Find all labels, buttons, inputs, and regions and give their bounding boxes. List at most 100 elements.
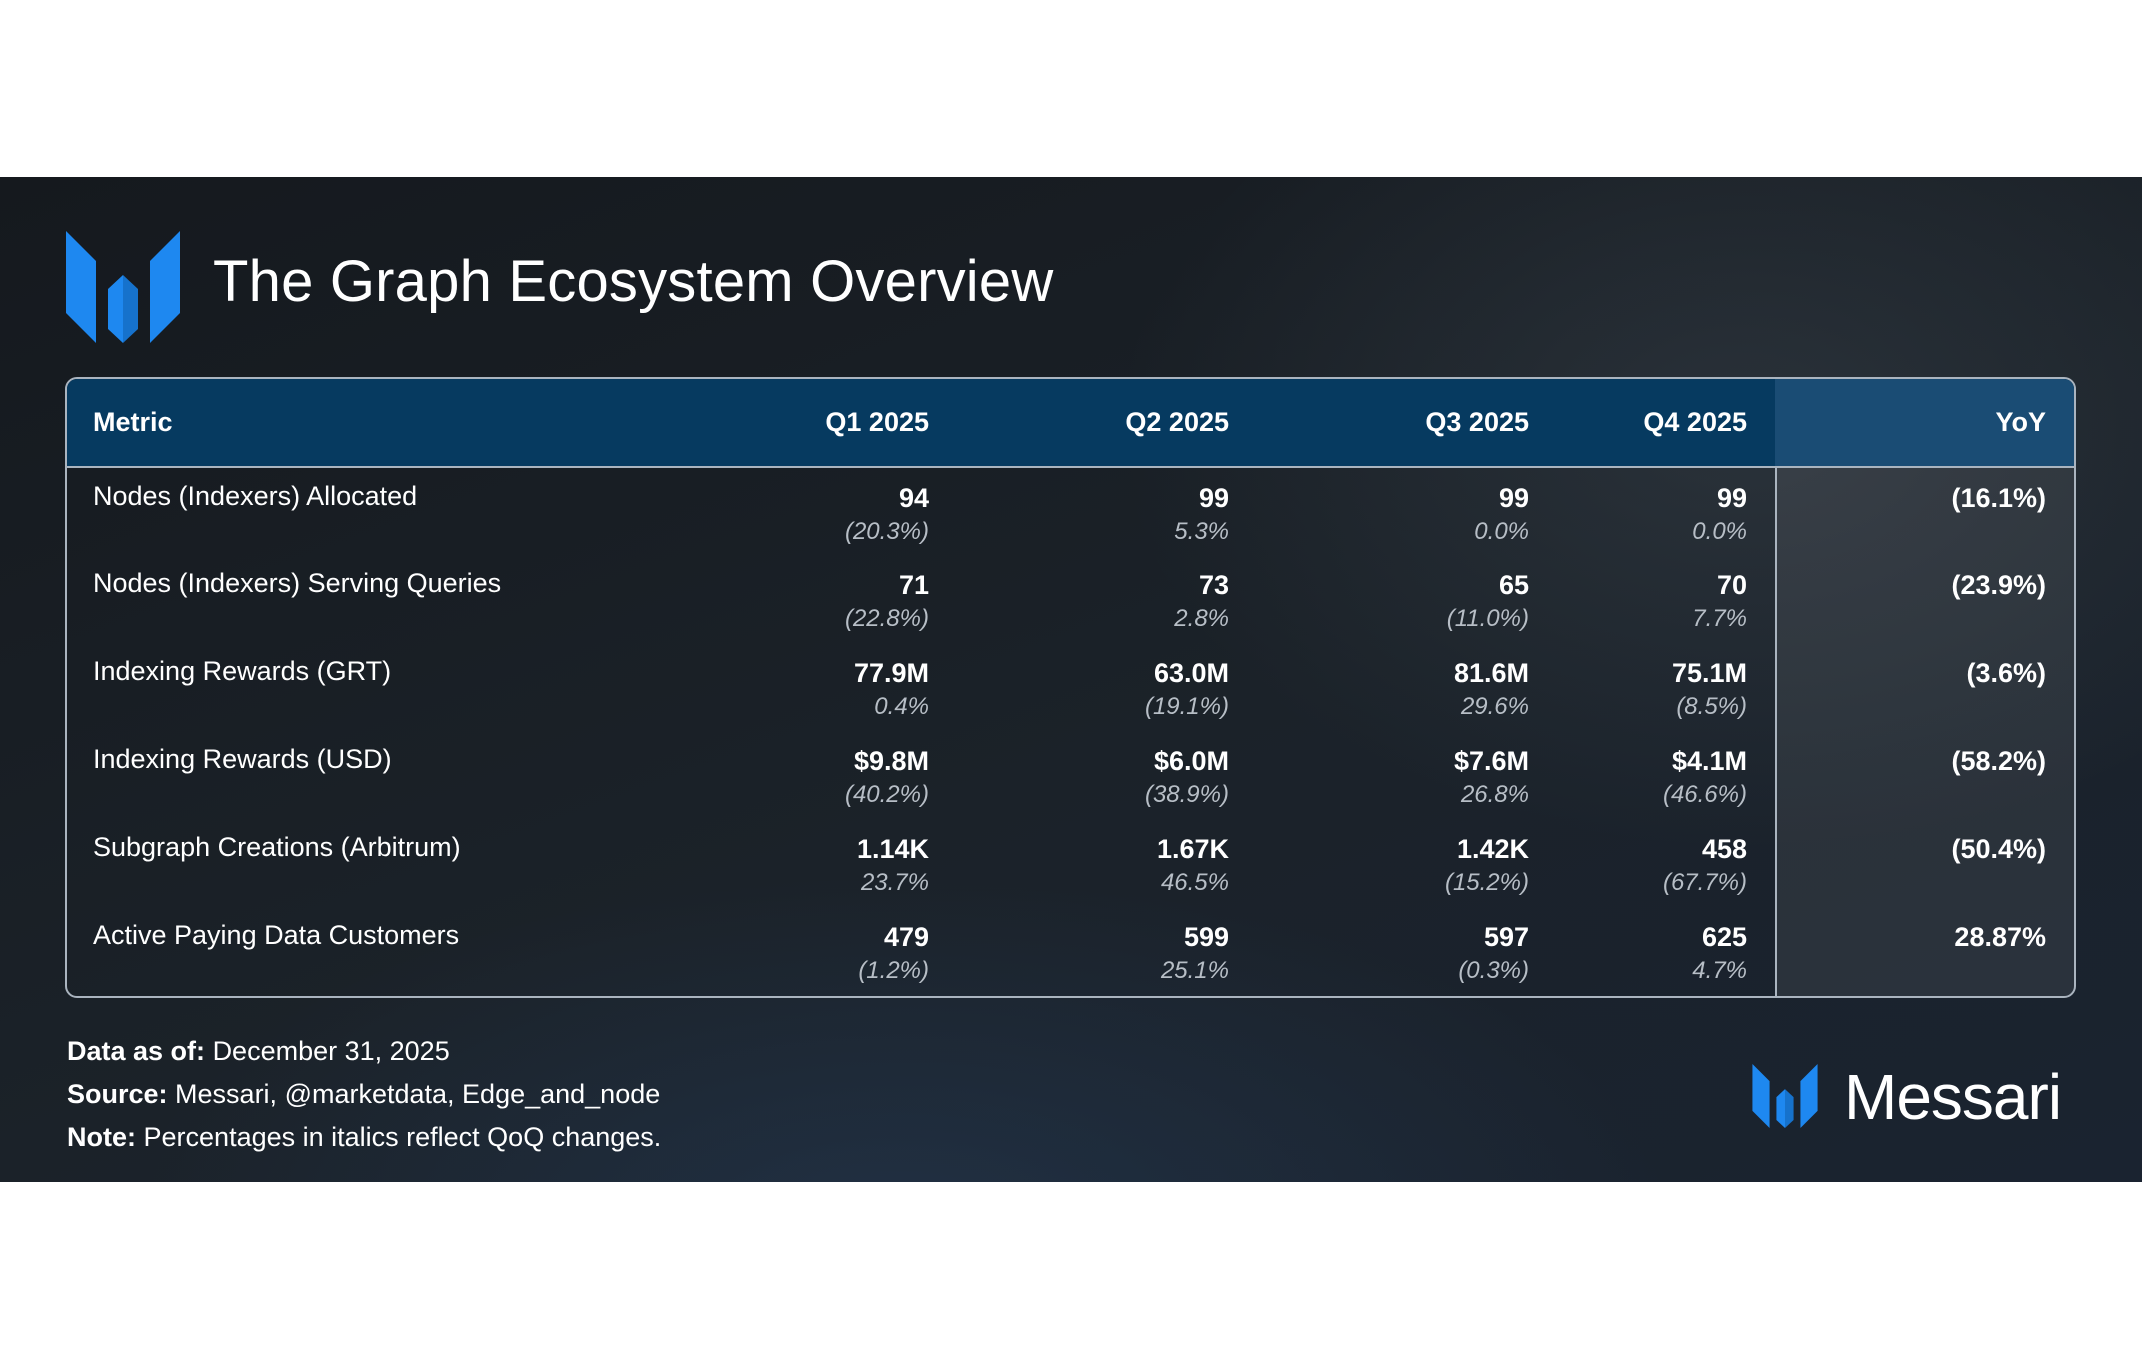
cell-qoq-change: (38.9%)	[1144, 781, 1229, 808]
q3-cell: 597 (0.3%)	[1257, 907, 1557, 995]
cell-qoq-change: 26.8%	[1460, 781, 1529, 808]
metric-label: Nodes (Indexers) Allocated	[93, 481, 418, 511]
column-header-yoy: YoY	[1775, 379, 2074, 468]
q2-cell: 63.0M (19.1%)	[957, 643, 1257, 731]
cell-value: 479	[883, 922, 929, 952]
q4-cell: 70 7.7%	[1557, 555, 1775, 643]
yoy-cell: (58.2%)	[1775, 731, 2074, 819]
metrics-table: Metric Q1 2025 Q2 2025 Q3 2025 Q4 2025 Y…	[67, 379, 2074, 995]
messari-logo-icon	[1752, 1064, 1818, 1128]
cell-value: $6.0M	[1153, 746, 1229, 776]
q1-cell: 479 (1.2%)	[687, 907, 957, 995]
cell-value: 1.67K	[1156, 834, 1229, 864]
cell-qoq-change: (40.2%)	[844, 781, 929, 808]
source-value: Messari, @marketdata, Edge_and_node	[175, 1079, 661, 1109]
yoy-value: (16.1%)	[1951, 483, 2046, 513]
data-as-of-line: Data as of: December 31, 2025	[67, 1030, 661, 1073]
q4-cell: 625 4.7%	[1557, 907, 1775, 995]
q2-cell: 599 25.1%	[957, 907, 1257, 995]
q4-cell: 458 (67.7%)	[1557, 819, 1775, 907]
messari-brand-logo: Messari	[1752, 1061, 2082, 1133]
cell-qoq-change: 46.5%	[1160, 869, 1229, 896]
cell-qoq-change: 2.8%	[1174, 605, 1229, 632]
note-line: Note: Percentages in italics reflect QoQ…	[67, 1116, 661, 1159]
q2-cell: 73 2.8%	[957, 555, 1257, 643]
metric-label: Active Paying Data Customers	[93, 920, 460, 950]
metric-label: Nodes (Indexers) Serving Queries	[93, 568, 502, 598]
footnotes: Data as of: December 31, 2025 Source: Me…	[67, 1030, 661, 1159]
cell-qoq-change: 7.7%	[1692, 605, 1747, 632]
cell-value: 73	[1198, 570, 1229, 600]
q1-cell: 1.14K 23.7%	[687, 819, 957, 907]
yoy-cell: (3.6%)	[1775, 643, 2074, 731]
cell-value: 599	[1183, 922, 1229, 952]
cell-qoq-change: 0.4%	[874, 693, 929, 720]
column-header-q1: Q1 2025	[687, 379, 957, 468]
q3-cell: $7.6M 26.8%	[1257, 731, 1557, 819]
table-row: Subgraph Creations (Arbitrum) 1.14K 23.7%…	[67, 819, 2074, 907]
cell-value: 1.14K	[856, 834, 929, 864]
q3-cell: 99 0.0%	[1257, 467, 1557, 555]
data-as-of-label: Data as of:	[67, 1036, 206, 1066]
table-row: Active Paying Data Customers 479 (1.2%) 5…	[67, 907, 2074, 995]
cell-qoq-change: 4.7%	[1692, 957, 1747, 984]
cell-value: 94	[898, 483, 929, 513]
cell-value: 65	[1498, 570, 1529, 600]
q1-cell: $9.8M (40.2%)	[687, 731, 957, 819]
cell-qoq-change: 29.6%	[1460, 693, 1529, 720]
source-label: Source:	[67, 1079, 168, 1109]
cell-value: 71	[898, 570, 929, 600]
cell-qoq-change: (15.2%)	[1444, 869, 1529, 896]
cell-value: $9.8M	[853, 746, 929, 776]
cell-qoq-change: 25.1%	[1160, 957, 1229, 984]
table-row: Indexing Rewards (GRT) 77.9M 0.4% 63.0M (1…	[67, 643, 2074, 731]
q1-cell: 71 (22.8%)	[687, 555, 957, 643]
cell-qoq-change: (19.1%)	[1144, 693, 1229, 720]
cell-value: 99	[1498, 483, 1529, 513]
cell-qoq-change: (0.3%)	[1458, 957, 1529, 984]
metric-label: Indexing Rewards (GRT)	[93, 656, 392, 686]
q2-cell: 99 5.3%	[957, 467, 1257, 555]
cell-value: $4.1M	[1671, 746, 1747, 776]
yoy-cell: (16.1%)	[1775, 467, 2074, 555]
yoy-column-divider	[1775, 379, 1777, 996]
brand-name: Messari	[1844, 1061, 2062, 1133]
yoy-value: (50.4%)	[1951, 834, 2046, 864]
cell-qoq-change: (67.7%)	[1662, 869, 1747, 896]
q3-cell: 65 (11.0%)	[1257, 555, 1557, 643]
table-row: Indexing Rewards (USD) $9.8M (40.2%) $6.0…	[67, 731, 2074, 819]
q2-cell: 1.67K 46.5%	[957, 819, 1257, 907]
cell-qoq-change: (22.8%)	[844, 605, 929, 632]
messari-logo-icon	[66, 231, 180, 343]
page-title: The Graph Ecosystem Overview	[213, 249, 1054, 314]
cell-qoq-change: 23.7%	[860, 869, 929, 896]
q4-cell: 75.1M (8.5%)	[1557, 643, 1775, 731]
metrics-table-container: Metric Q1 2025 Q2 2025 Q3 2025 Q4 2025 Y…	[65, 377, 2076, 998]
cell-value: 625	[1701, 922, 1747, 952]
cell-value: 81.6M	[1453, 658, 1529, 688]
column-header-q3: Q3 2025	[1257, 379, 1557, 468]
yoy-cell: (50.4%)	[1775, 819, 2074, 907]
cell-qoq-change: (20.3%)	[844, 518, 929, 545]
q2-cell: $6.0M (38.9%)	[957, 731, 1257, 819]
cell-qoq-change: 0.0%	[1474, 518, 1529, 545]
data-as-of-value: December 31, 2025	[212, 1036, 450, 1066]
table-header-row: Metric Q1 2025 Q2 2025 Q3 2025 Q4 2025 Y…	[67, 379, 2074, 468]
cell-value: 1.42K	[1456, 834, 1529, 864]
cell-qoq-change: 5.3%	[1174, 518, 1229, 545]
yoy-value: (23.9%)	[1951, 570, 2046, 600]
cell-value: 70	[1716, 570, 1747, 600]
cell-qoq-change: 0.0%	[1692, 518, 1747, 545]
table-row: Nodes (Indexers) Serving Queries 71 (22.8…	[67, 555, 2074, 643]
column-header-q2: Q2 2025	[957, 379, 1257, 468]
column-header-q4: Q4 2025	[1557, 379, 1775, 468]
table-row: Nodes (Indexers) Allocated 94 (20.3%) 99 5…	[67, 467, 2074, 555]
report-banner	[0, 177, 2142, 1182]
source-line: Source: Messari, @marketdata, Edge_and_n…	[67, 1073, 661, 1116]
yoy-cell: (23.9%)	[1775, 555, 2074, 643]
cell-qoq-change: (11.0%)	[1446, 605, 1529, 632]
q3-cell: 1.42K (15.2%)	[1257, 819, 1557, 907]
cell-qoq-change: (8.5%)	[1676, 693, 1747, 720]
metric-label: Subgraph Creations (Arbitrum)	[93, 832, 461, 862]
cell-value: $7.6M	[1453, 746, 1529, 776]
